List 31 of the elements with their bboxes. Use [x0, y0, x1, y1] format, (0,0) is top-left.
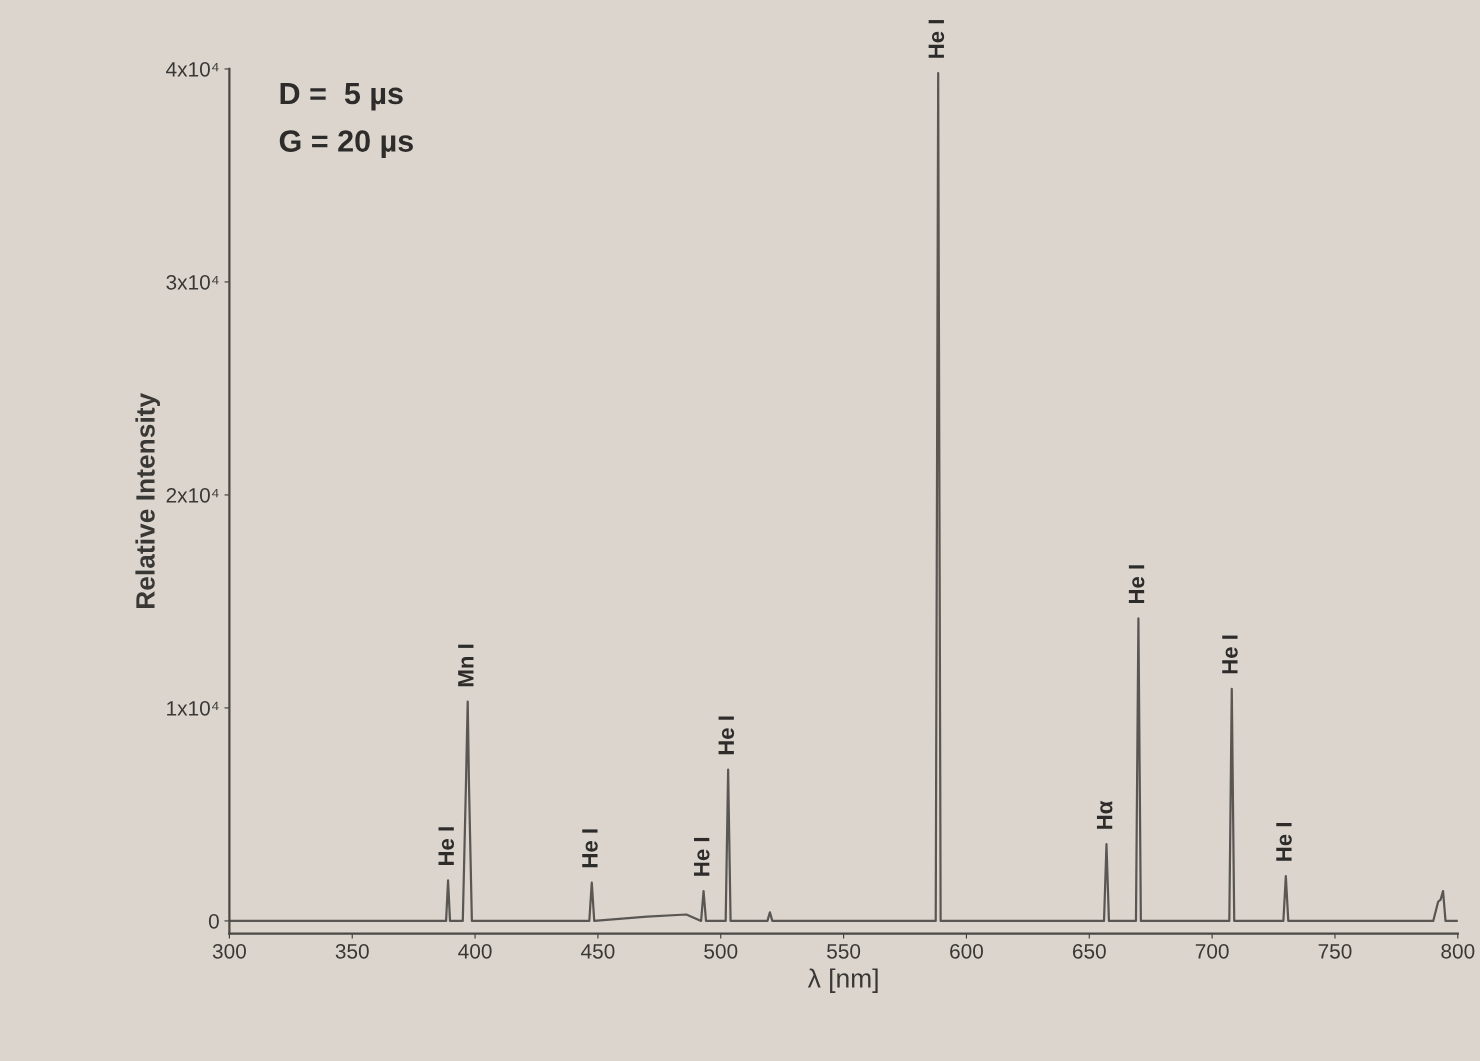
- x-tick-label: 550: [827, 943, 861, 959]
- x-tick-label: 400: [458, 943, 492, 959]
- y-axis-title: Relative Intensity: [135, 392, 160, 609]
- x-tick-label: 300: [212, 943, 246, 959]
- y-tick-label: 2x10⁴: [166, 487, 219, 503]
- annotation: He I: [1128, 565, 1145, 604]
- x-tick-label: 350: [335, 943, 369, 959]
- x-axis-title: λ [nm]: [807, 968, 878, 993]
- y-tick-label: 1x10⁴: [167, 700, 219, 716]
- x-tick-label: 500: [704, 943, 738, 959]
- annotation: He I: [582, 829, 598, 868]
- annotation: He I: [928, 20, 945, 58]
- annotation: G = 20 µs: [279, 130, 413, 158]
- annotation: He I: [438, 827, 455, 866]
- x-tick-label: 600: [950, 943, 984, 959]
- line-series: [229, 72, 1458, 923]
- x-tick-label: 650: [1072, 943, 1106, 959]
- x-tick-label: 700: [1195, 943, 1229, 959]
- annotation: He I: [1222, 635, 1238, 674]
- y-tick-label: 0: [208, 913, 219, 929]
- annotation: He I: [718, 716, 735, 755]
- annotation: Hα: [1096, 800, 1113, 829]
- annotation: Mn I: [458, 644, 474, 687]
- x-tick-label: 450: [581, 943, 615, 959]
- x-tick-label: 750: [1318, 943, 1352, 959]
- y-tick-label: 4x10⁴: [166, 61, 219, 77]
- annotation: He I: [694, 837, 710, 876]
- y-tick-label: 3x10⁴: [166, 274, 219, 290]
- annotation: D = 5 µs: [280, 83, 403, 111]
- annotation: He I: [1276, 823, 1292, 861]
- x-tick-label: 800: [1441, 943, 1475, 959]
